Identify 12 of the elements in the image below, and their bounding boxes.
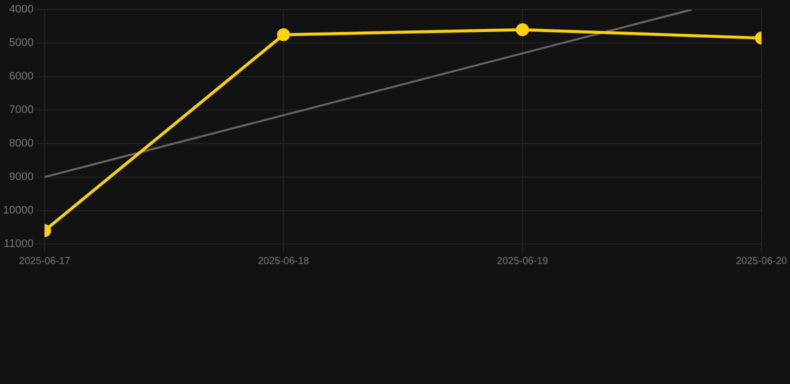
y-tick-label: 4000	[9, 4, 34, 16]
x-tick-label: 2025-06-17	[19, 256, 71, 267]
y-tick-label: 7000	[9, 104, 34, 116]
y-tick-label: 5000	[9, 37, 34, 50]
x-tick-label: 2025-06-18	[258, 256, 310, 267]
y-tick-label: 11000	[4, 238, 34, 250]
x-tick-label: 2025-06-19	[496, 256, 548, 267]
y-tick-label: 10000	[2, 204, 34, 217]
x-tick-label: 2025-06-20	[736, 256, 788, 267]
y-tick-label: 8000	[9, 138, 34, 150]
y-tick-label: 6000	[9, 70, 34, 83]
y-tick-label: 9000	[9, 171, 34, 184]
